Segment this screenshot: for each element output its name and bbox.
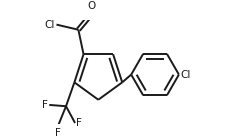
Text: Cl: Cl	[180, 70, 191, 80]
Text: O: O	[88, 1, 96, 11]
Text: F: F	[42, 100, 48, 110]
Text: Cl: Cl	[45, 20, 55, 30]
Text: F: F	[76, 118, 82, 128]
Text: F: F	[55, 128, 61, 138]
